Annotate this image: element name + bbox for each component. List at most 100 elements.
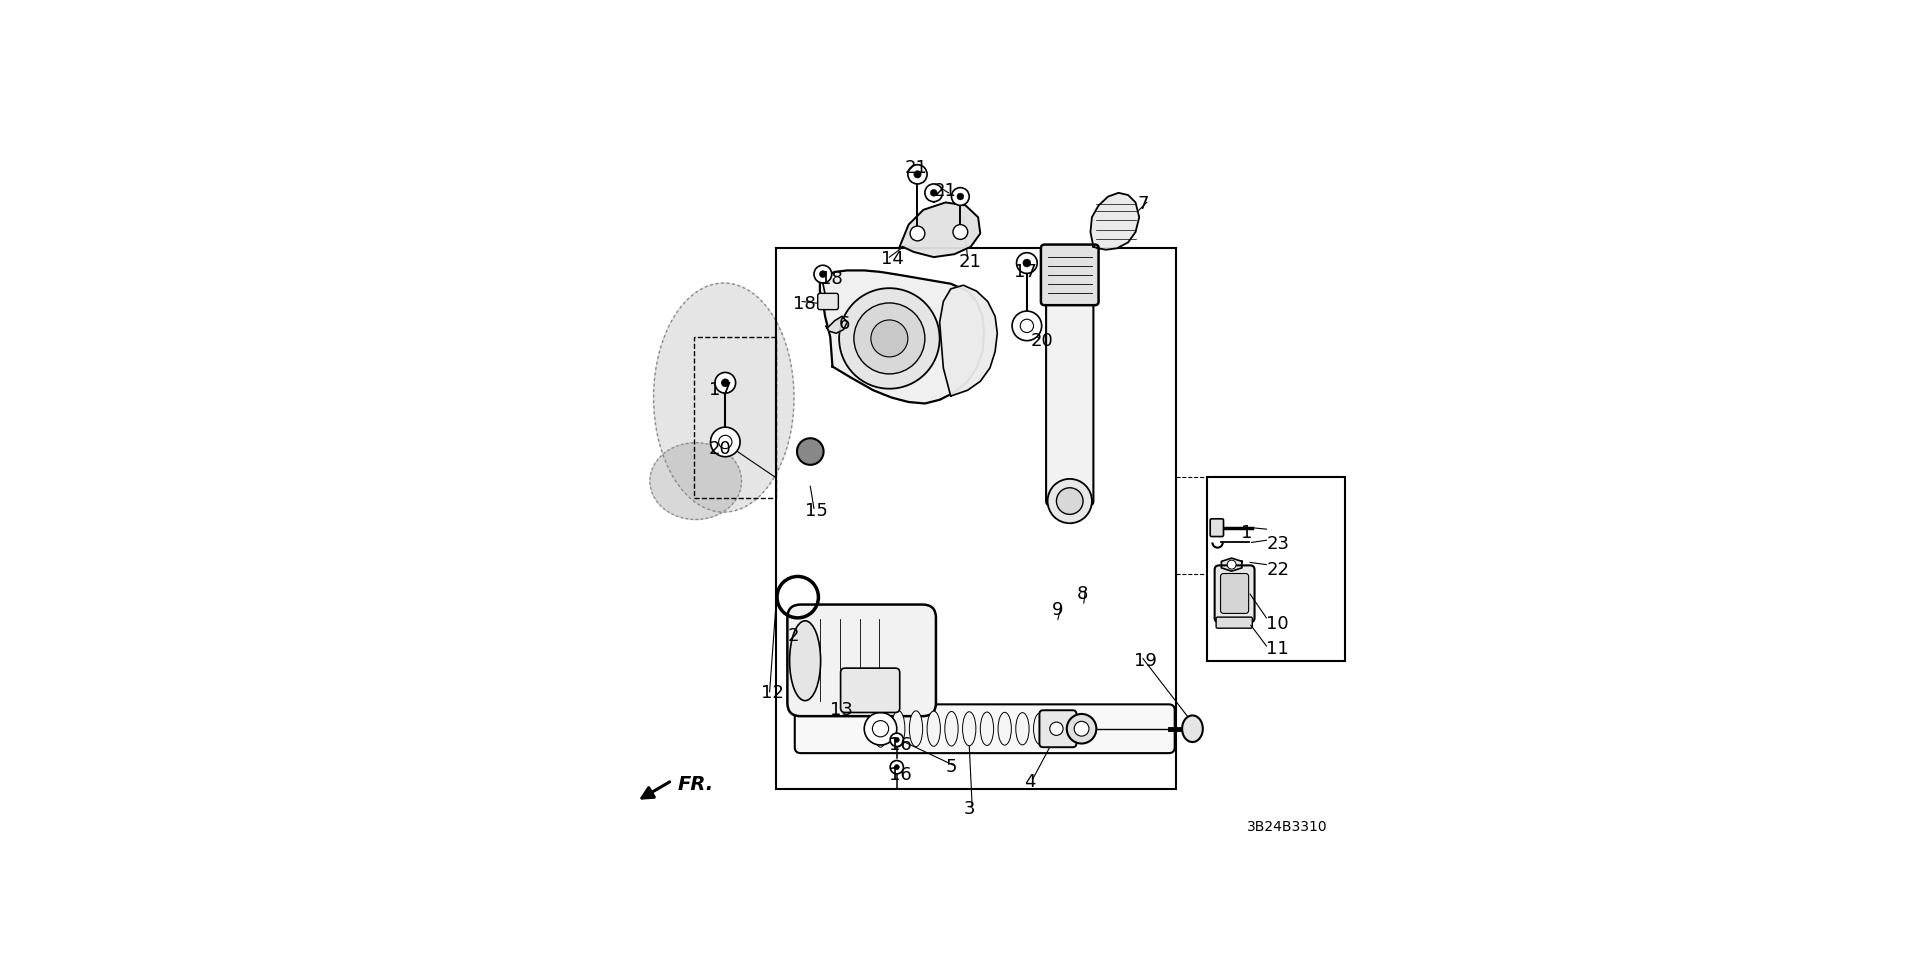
Circle shape <box>1227 561 1236 569</box>
Text: 15: 15 <box>804 502 828 519</box>
Circle shape <box>1043 715 1069 742</box>
FancyBboxPatch shape <box>1215 617 1252 628</box>
FancyBboxPatch shape <box>841 668 900 712</box>
FancyBboxPatch shape <box>1041 245 1098 305</box>
Polygon shape <box>653 283 795 512</box>
Text: 20: 20 <box>1031 331 1054 349</box>
FancyBboxPatch shape <box>1046 278 1092 506</box>
Text: 18: 18 <box>820 271 843 288</box>
Polygon shape <box>820 271 983 403</box>
Text: 2: 2 <box>787 627 799 645</box>
Circle shape <box>854 303 925 374</box>
Circle shape <box>1073 721 1089 736</box>
Ellipse shape <box>910 710 924 747</box>
FancyBboxPatch shape <box>818 294 839 310</box>
Text: FR.: FR. <box>678 775 714 794</box>
Text: 23: 23 <box>1267 535 1290 553</box>
Circle shape <box>1012 311 1043 341</box>
Text: 22: 22 <box>1267 561 1290 579</box>
Polygon shape <box>899 203 981 257</box>
Text: 21: 21 <box>958 252 981 271</box>
Text: 1: 1 <box>1240 524 1252 541</box>
Text: 21: 21 <box>904 159 927 178</box>
Ellipse shape <box>1033 713 1046 745</box>
Text: 18: 18 <box>793 295 816 313</box>
Circle shape <box>1016 252 1037 274</box>
Circle shape <box>718 435 732 448</box>
Circle shape <box>872 721 889 737</box>
Circle shape <box>1020 320 1033 332</box>
Text: 3: 3 <box>964 800 975 818</box>
Text: 5: 5 <box>945 758 956 777</box>
Ellipse shape <box>874 710 887 747</box>
Circle shape <box>1050 722 1064 735</box>
Text: 14: 14 <box>881 251 904 269</box>
Circle shape <box>891 733 904 747</box>
Bar <box>776 249 1177 789</box>
Polygon shape <box>1221 558 1242 571</box>
Circle shape <box>908 165 927 184</box>
Text: 3B24B3310: 3B24B3310 <box>1248 820 1329 833</box>
Circle shape <box>1023 259 1031 267</box>
Circle shape <box>872 320 908 357</box>
Ellipse shape <box>945 711 958 746</box>
Circle shape <box>931 189 937 196</box>
Text: 19: 19 <box>1135 652 1158 670</box>
Text: 16: 16 <box>889 765 912 783</box>
Circle shape <box>1056 488 1083 515</box>
Circle shape <box>722 379 730 387</box>
Circle shape <box>914 171 922 178</box>
Bar <box>695 337 776 498</box>
Circle shape <box>910 227 925 241</box>
Circle shape <box>1068 714 1096 743</box>
Circle shape <box>956 193 964 200</box>
Polygon shape <box>939 285 996 396</box>
FancyBboxPatch shape <box>1221 573 1248 613</box>
Text: 16: 16 <box>889 736 912 754</box>
Circle shape <box>864 712 897 745</box>
Text: 17: 17 <box>1014 263 1037 281</box>
Polygon shape <box>826 316 847 333</box>
Text: 11: 11 <box>1267 640 1288 658</box>
Circle shape <box>952 225 968 239</box>
Ellipse shape <box>962 711 975 746</box>
Circle shape <box>952 187 970 205</box>
Text: 9: 9 <box>1052 602 1064 619</box>
Circle shape <box>714 372 735 394</box>
Circle shape <box>891 760 904 774</box>
Ellipse shape <box>891 710 904 747</box>
Circle shape <box>839 288 939 389</box>
Text: 10: 10 <box>1267 614 1288 633</box>
Ellipse shape <box>1016 712 1029 745</box>
Ellipse shape <box>789 621 820 701</box>
Circle shape <box>1048 479 1092 523</box>
Ellipse shape <box>927 711 941 746</box>
Polygon shape <box>649 443 741 519</box>
Ellipse shape <box>981 712 995 746</box>
Text: 13: 13 <box>829 701 852 719</box>
Text: 7: 7 <box>1139 195 1150 213</box>
Circle shape <box>814 265 831 283</box>
Ellipse shape <box>1183 715 1202 742</box>
Ellipse shape <box>998 712 1012 745</box>
Text: 6: 6 <box>839 315 851 333</box>
Text: 20: 20 <box>708 441 732 458</box>
Text: 17: 17 <box>708 381 732 399</box>
Circle shape <box>710 427 739 457</box>
FancyBboxPatch shape <box>787 605 935 716</box>
Circle shape <box>925 184 943 202</box>
Text: 12: 12 <box>760 684 783 703</box>
Polygon shape <box>1091 193 1139 250</box>
FancyBboxPatch shape <box>1215 565 1254 622</box>
Circle shape <box>820 271 826 277</box>
Text: 8: 8 <box>1077 586 1089 603</box>
FancyBboxPatch shape <box>1039 710 1077 747</box>
Bar <box>1208 477 1344 660</box>
Text: 4: 4 <box>1023 773 1035 791</box>
FancyBboxPatch shape <box>795 705 1175 754</box>
Circle shape <box>797 438 824 465</box>
Circle shape <box>895 765 899 770</box>
Circle shape <box>895 737 899 742</box>
Text: 21: 21 <box>933 181 956 200</box>
FancyBboxPatch shape <box>1210 518 1223 537</box>
